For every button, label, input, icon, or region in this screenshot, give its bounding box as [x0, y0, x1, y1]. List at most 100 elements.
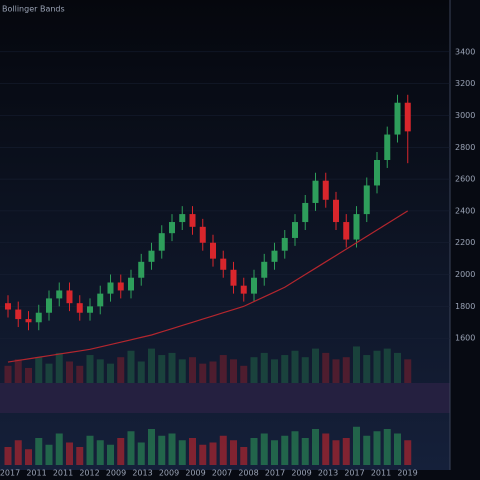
- chart-title: Bollinger Bands: [2, 5, 65, 14]
- candle-body: [322, 180, 329, 200]
- candle-body: [281, 237, 288, 251]
- volume-bar-upper: [383, 348, 391, 383]
- volume-bar: [230, 440, 237, 465]
- volume-bar-upper: [107, 363, 114, 383]
- volume-bar: [383, 429, 391, 465]
- volume-bar: [189, 438, 196, 465]
- x-tick-label: 2009: [159, 469, 179, 478]
- volume-bar: [199, 444, 207, 465]
- volume-bar: [127, 431, 135, 465]
- candle-body: [394, 102, 401, 135]
- band-line: [7, 210, 409, 363]
- candle-body: [312, 180, 319, 203]
- volume-bar-upper: [127, 350, 135, 383]
- candle-body: [35, 312, 42, 323]
- volume-bar-upper: [322, 352, 330, 383]
- candle-body: [158, 233, 165, 251]
- volume-bar: [137, 442, 145, 465]
- x-tick-label: 2013: [318, 469, 338, 478]
- candle-body: [210, 242, 216, 259]
- volume-bar-upper: [301, 357, 309, 383]
- candle-body: [363, 185, 370, 215]
- volume-bar: [86, 435, 94, 465]
- candle-body: [220, 258, 227, 270]
- candle-body: [128, 277, 134, 291]
- candle-body: [240, 285, 247, 294]
- volume-bar-upper: [250, 357, 258, 383]
- candle-body: [87, 306, 93, 313]
- x-tick-label: 2013: [132, 469, 152, 478]
- candle-body: [302, 202, 309, 223]
- volume-bar-upper: [230, 359, 237, 383]
- volume-bar-upper: [404, 359, 412, 383]
- x-tick-label: 2011: [53, 469, 73, 478]
- volume-bar: [25, 449, 32, 465]
- volume-bar-upper: [158, 355, 166, 383]
- volume-bar-upper: [35, 357, 43, 383]
- volume-bar-upper: [168, 352, 176, 383]
- volume-bar: [363, 435, 371, 465]
- candle-body: [333, 199, 339, 223]
- candle-body: [292, 222, 298, 238]
- x-tick-label: 2017: [344, 469, 364, 478]
- candle-body: [189, 214, 196, 227]
- volume-bar: [178, 440, 186, 465]
- x-tick-label: 2019: [397, 469, 417, 478]
- volume-bar: [45, 444, 53, 465]
- volume-bar-upper: [148, 348, 155, 383]
- x-tick-label: 2012: [79, 469, 99, 478]
- volume-bar-upper: [4, 365, 12, 383]
- volume-bar-upper: [394, 352, 401, 383]
- y-tick-label: 3000: [455, 111, 475, 120]
- candle-body: [179, 214, 186, 223]
- volume-bar: [322, 433, 330, 465]
- x-tick-label: 2008: [238, 469, 258, 478]
- volume-bar: [158, 435, 166, 465]
- volume-bar: [394, 433, 401, 465]
- volume-bar: [373, 431, 381, 465]
- candle-body: [271, 250, 278, 262]
- volume-bar: [66, 442, 73, 465]
- volume-bar: [250, 438, 258, 465]
- x-tick-label: 2007: [212, 469, 232, 478]
- volume-bar: [353, 426, 360, 465]
- y-tick-label: 3200: [455, 79, 475, 88]
- y-tick-label: 2600: [455, 175, 475, 184]
- volume-bar-upper: [66, 361, 73, 383]
- volume-bar-upper: [45, 363, 53, 383]
- volume-bar-upper: [332, 359, 340, 383]
- candle-body: [374, 160, 380, 186]
- volume-bar-upper: [76, 365, 84, 383]
- volume-bar: [55, 433, 63, 465]
- volume-bar: [404, 440, 412, 465]
- x-tick-label: 2009: [106, 469, 126, 478]
- volume-bar-upper: [137, 361, 145, 383]
- volume-bar: [260, 433, 268, 465]
- candle-body: [5, 303, 11, 310]
- candle-body: [15, 309, 22, 320]
- candle-body: [343, 222, 350, 240]
- volume-bar: [301, 438, 309, 465]
- volume-bar-upper: [25, 367, 32, 383]
- volume-bar-upper: [219, 355, 227, 383]
- candle-body: [230, 269, 237, 286]
- candle-body: [384, 134, 391, 160]
- x-tick-label: 2009: [185, 469, 205, 478]
- x-tick-label: 2017: [0, 469, 20, 478]
- x-tick-label: 2011: [26, 469, 46, 478]
- y-tick-label: 3400: [455, 47, 475, 56]
- volume-bar: [35, 438, 43, 465]
- candle-body: [169, 222, 175, 234]
- volume-bar: [96, 440, 104, 465]
- volume-bar: [14, 440, 22, 465]
- candle-body: [46, 298, 52, 313]
- x-tick-label: 2011: [371, 469, 391, 478]
- volume-bar: [291, 431, 299, 465]
- candle-body: [138, 261, 145, 278]
- volume-bar-upper: [178, 359, 186, 383]
- candle-body: [25, 319, 32, 323]
- volume-bar-upper: [363, 355, 371, 383]
- y-tick-label: 2400: [455, 206, 475, 215]
- indicator-panel: [0, 383, 450, 413]
